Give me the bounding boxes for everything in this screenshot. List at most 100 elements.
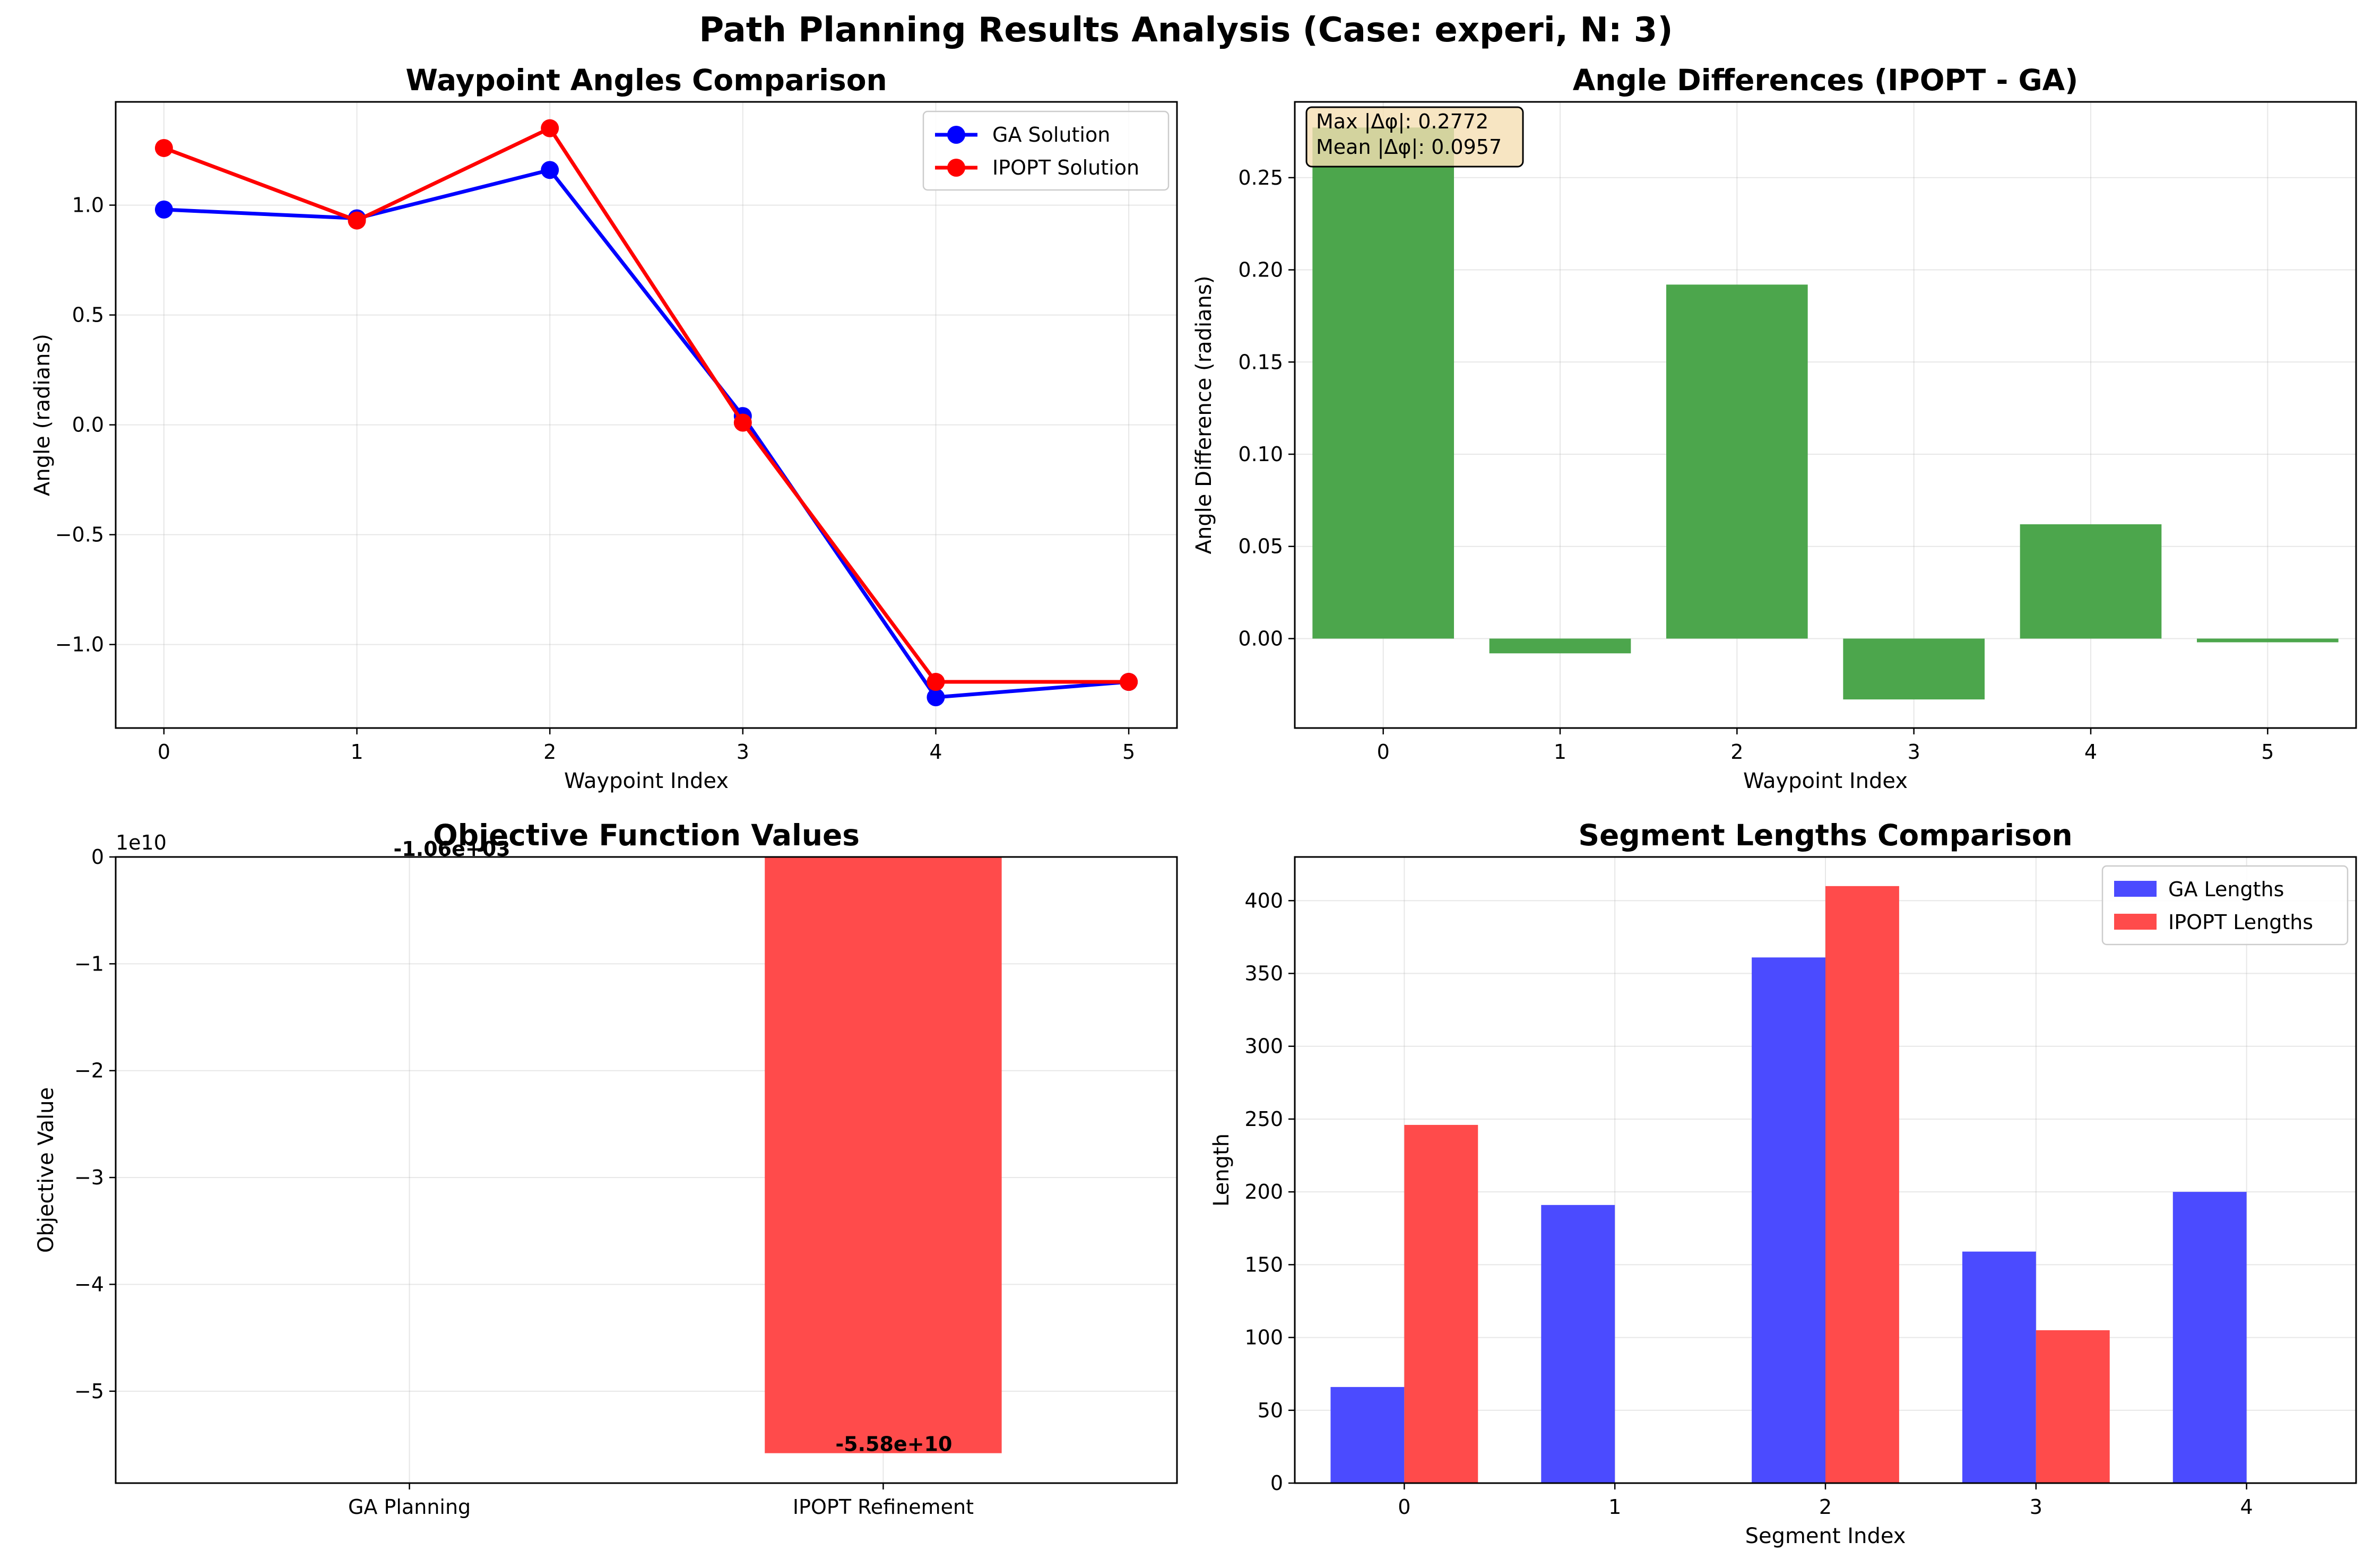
y-tick-label: −4 <box>74 1272 104 1296</box>
ipopt-length-bar <box>1404 1124 1478 1483</box>
panel-title: Objective Function Values <box>433 818 860 852</box>
legend-entry: IPOPT Lengths <box>2168 911 2313 934</box>
legend-entry: IPOPT Solution <box>992 156 1139 179</box>
stats-box-frame <box>1305 106 1524 168</box>
y-tick-label: 50 <box>1258 1399 1283 1422</box>
angle-differences-panel: 0.00 0.05 0.10 0.15 0.20 0.25 0 1 2 3 4 5 Angle Diff… <box>1192 63 2357 793</box>
ipopt-solution-point <box>154 138 173 157</box>
ipopt-length-bar <box>1825 886 1899 1483</box>
y-axis-label: Length <box>1209 1133 1234 1207</box>
axes-frame <box>1294 101 2357 729</box>
y-tick-label: 1.0 <box>72 194 104 217</box>
x-tick-label: 2 <box>543 740 556 764</box>
axes-frame <box>115 856 1178 1484</box>
panel-title: Angle Differences (IPOPT - GA) <box>1573 63 2079 97</box>
panel-title: Segment Lengths Comparison <box>1578 818 2072 852</box>
x-tick-label: 0 <box>1377 740 1390 764</box>
ga-length-bar <box>2172 1192 2247 1483</box>
y-tick-label: −5 <box>74 1380 104 1403</box>
y-axis-label: Angle (radians) <box>30 334 55 496</box>
y-tick-label: −2 <box>74 1059 104 1082</box>
x-tick-label: GA Planning <box>348 1495 471 1519</box>
y-tick-label: 200 <box>1244 1180 1283 1203</box>
waypoint-angles-panel: −1.0 −0.5 0.0 0.5 1.0 0 1 2 3 4 5 Waypoint Angles C… <box>30 63 1178 793</box>
y-tick-label: 0 <box>1270 1471 1283 1495</box>
angle-difference-bar <box>1843 638 1985 700</box>
ipopt-length-bar <box>2036 1330 2110 1483</box>
angle-difference-bar <box>1489 638 1631 654</box>
legend-entry: GA Solution <box>992 123 1110 146</box>
legend-entry: GA Lengths <box>2168 878 2284 901</box>
y-tick-label: 0.15 <box>1238 350 1283 374</box>
y-tick-label: 0.20 <box>1238 258 1283 282</box>
y-tick-label: 0.10 <box>1238 443 1283 466</box>
angle-difference-bar <box>2020 524 2162 639</box>
figure-title: Path Planning Results Analysis (Case: ex… <box>699 11 1673 50</box>
y-tick-label: 300 <box>1244 1035 1283 1058</box>
x-tick-label: 2 <box>1819 1495 1832 1519</box>
ga-length-bar <box>1962 1251 2036 1483</box>
x-axis-label: Waypoint Index <box>564 769 729 793</box>
y-tick-label: 0.0 <box>72 413 104 437</box>
ga-solution-point <box>541 161 559 179</box>
ipopt-refinement-bar <box>765 857 1002 1453</box>
axes-frame <box>115 101 1178 729</box>
x-tick-label: 0 <box>1398 1495 1410 1519</box>
legend-swatch <box>2114 881 2157 897</box>
y-tick-label: 0.5 <box>72 304 104 327</box>
angle-difference-bar <box>1312 127 1454 639</box>
x-tick-label: 1 <box>1608 1495 1621 1519</box>
y-axis-label: Angle Difference (radians) <box>1192 276 1216 555</box>
x-tick-label: 4 <box>2084 740 2097 764</box>
x-tick-label: 5 <box>1122 740 1135 764</box>
x-tick-label: IPOPT Refinement <box>793 1495 974 1519</box>
x-tick-label: 0 <box>158 740 170 764</box>
y-tick-label: 150 <box>1244 1253 1283 1276</box>
objective-values-panel: -1.06e+03-5.58e+100−1−2−3−4−5GA Planning… <box>34 818 1178 1519</box>
y-tick-label: 100 <box>1244 1326 1283 1349</box>
ga-length-bar <box>1330 1387 1405 1483</box>
x-tick-label: 4 <box>2240 1495 2253 1519</box>
angle-difference-bar <box>2197 638 2339 643</box>
x-tick-label: 2 <box>1730 740 1743 764</box>
legend-marker <box>947 159 965 177</box>
y-tick-label: −1.0 <box>55 633 104 656</box>
ga-length-bar <box>1752 957 1825 1483</box>
ga-solution-line <box>163 168 1129 699</box>
ipopt-solution-point <box>1120 673 1138 691</box>
x-axis-label: Waypoint Index <box>1743 769 1908 793</box>
panel-title: Waypoint Angles Comparison <box>405 63 887 97</box>
x-tick-label: 4 <box>929 740 942 764</box>
y-tick-label: 250 <box>1244 1107 1283 1131</box>
x-tick-label: 3 <box>737 740 749 764</box>
legend-box <box>2101 865 2349 946</box>
y-tick-label: 0.05 <box>1238 535 1283 558</box>
y-tick-label: −3 <box>74 1166 104 1189</box>
y-tick-label: 0.00 <box>1238 627 1283 650</box>
ipopt-solution-point <box>541 119 559 137</box>
y-tick-label: 350 <box>1244 962 1283 985</box>
ipopt-solution-point <box>348 211 366 230</box>
x-tick-label: 1 <box>1554 740 1566 764</box>
y-tick-label: 0.25 <box>1238 166 1283 189</box>
ipopt-solution-point <box>927 673 945 691</box>
x-axis-label: Segment Index <box>1745 1524 1906 1548</box>
y-tick-label: −1 <box>74 952 104 975</box>
legend-box <box>922 110 1170 191</box>
ipopt-solution-line <box>163 126 1129 684</box>
ga-solution-point <box>154 200 173 219</box>
ipopt-solution-point <box>733 413 752 432</box>
x-tick-label: 5 <box>2261 740 2274 764</box>
y-tick-label: 0 <box>91 845 104 869</box>
x-tick-label: 3 <box>1908 740 1920 764</box>
stats-text-line: Mean |Δφ|: 0.0957 <box>1316 135 1502 159</box>
x-tick-label: 3 <box>2030 1495 2042 1519</box>
angle-difference-bar <box>1666 284 1808 639</box>
y-axis-label: Objective Value <box>34 1087 58 1253</box>
legend: GA Solution IPOPT Solution <box>922 110 1170 191</box>
legend: GA Lengths IPOPT Lengths <box>2101 865 2349 946</box>
legend-swatch <box>2114 914 2157 930</box>
bar-value-label: -5.58e+10 <box>835 1433 952 1456</box>
